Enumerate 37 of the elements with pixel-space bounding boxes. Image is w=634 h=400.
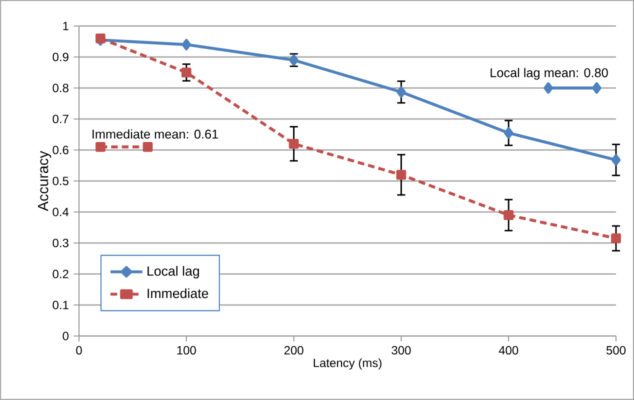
point [504, 127, 514, 139]
y-tick-label: 0.7 [52, 114, 68, 124]
point [96, 142, 106, 152]
point [142, 142, 153, 152]
y-axis-title: Accuracy [38, 150, 52, 212]
x-tick-label: 0 [76, 346, 82, 355]
x-tick-label: 500 [606, 346, 626, 355]
y-tick-label: 0.8 [52, 84, 68, 92]
legend-label: Local lag [148, 266, 199, 278]
point [544, 82, 554, 94]
point [181, 68, 192, 78]
x-tick-label: 400 [498, 346, 518, 355]
y-tick-label: 1 [63, 22, 68, 30]
y-tick-label: 0.9 [52, 52, 68, 62]
annotation: Immediate mean: 0.61 [92, 129, 218, 139]
y-tick-label: 0.5 [52, 176, 68, 186]
y-tick-label: 0 [62, 332, 68, 340]
x-tick-label: 100 [177, 346, 196, 355]
y-tick-label: 0.3 [52, 238, 68, 248]
point [96, 33, 106, 44]
annotation: Local lag mean: 0.80 [490, 68, 608, 80]
point [611, 154, 621, 166]
point [611, 233, 621, 244]
x-axis-title: Latency (ms) [314, 358, 382, 370]
point [288, 138, 299, 149]
point [504, 210, 514, 220]
y-tick-label: 0.4 [52, 208, 69, 216]
point [592, 82, 602, 94]
y-tick-label: 0.2 [52, 270, 68, 278]
y-tick-label: 0.6 [52, 146, 68, 154]
point [182, 38, 192, 50]
point [396, 86, 406, 98]
x-tick-label: 300 [392, 346, 411, 355]
legend-label: Immediate [148, 288, 208, 298]
point [396, 170, 406, 180]
y-tick-label: 0.1 [52, 300, 68, 310]
x-tick-label: 200 [284, 346, 304, 355]
